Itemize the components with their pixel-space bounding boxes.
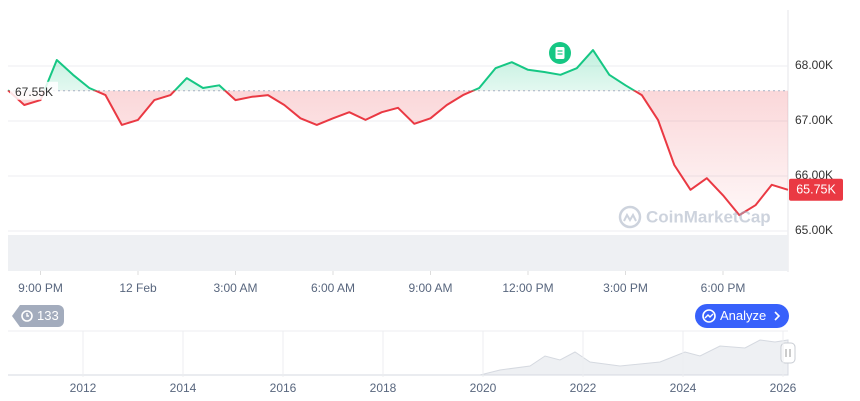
y-tick-label: 67.00K [795,113,833,127]
navigator-tick-label: 2024 [670,381,697,395]
analyze-button[interactable]: Analyze [695,304,789,328]
note-icon[interactable] [549,42,571,64]
price-tag [789,178,843,201]
navigator-tick-label: 2022 [570,381,597,395]
x-tick-label: 6:00 AM [311,281,355,295]
baseline-tag [10,81,58,100]
x-tick-label: 3:00 PM [603,281,648,295]
navigator-tick-label: 2026 [770,381,797,395]
history-count: 133 [37,308,59,323]
x-tick-label: 9:00 AM [408,281,452,295]
y-tick-label: 66.00K [795,168,833,182]
navigator-tick-label: 2018 [370,381,397,395]
plot-area [8,10,788,270]
volume-area [8,235,788,271]
watermark-text: CoinMarketCap [646,207,771,226]
x-tick-label: 12:00 PM [502,281,553,295]
analyze-label: Analyze [720,308,766,323]
price-tag-label: 65.75K [796,183,836,197]
navigator-tick-label: 2020 [470,381,497,395]
x-tick-label: 12 Feb [119,281,157,295]
navigator-tick-label: 2016 [270,381,297,395]
navigator-tick-label: 2014 [170,381,197,395]
baseline-label: 67.55K [15,85,53,99]
x-tick-label: 3:00 AM [213,281,257,295]
price-line [7,49,789,217]
x-tick-label: 6:00 PM [701,281,746,295]
watermark: CoinMarketCap [618,205,771,229]
y-tick-label: 68.00K [795,58,833,72]
navigator [8,330,796,376]
y-tick-label: 65.00K [795,223,833,237]
x-tick-label: 9:00 PM [18,281,63,295]
navigator-tick-label: 2012 [70,381,97,395]
history-badge[interactable]: 133 [12,305,64,327]
